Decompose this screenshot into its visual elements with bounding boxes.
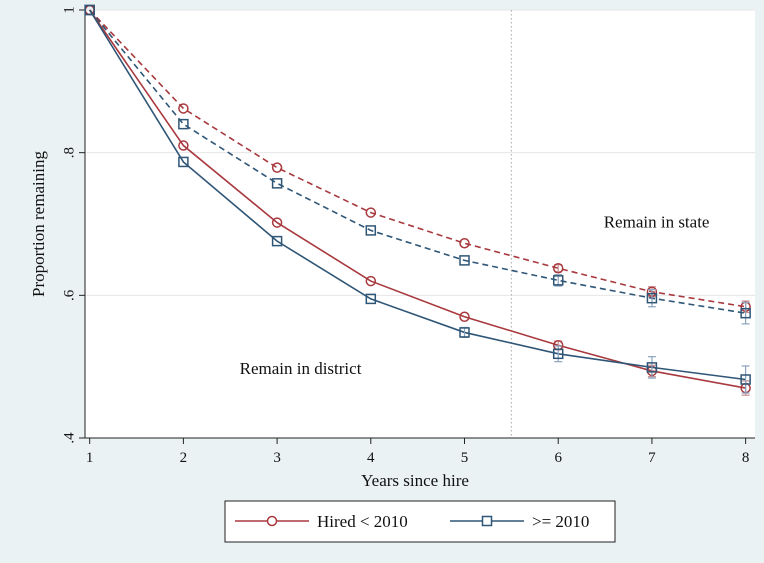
series-line [89,9,746,314]
y-tick-label: 1 [61,6,77,14]
data-point-square [459,255,470,266]
data-point-square [646,362,658,373]
legend-marker-square [481,515,493,527]
x-tick-label: 1 [86,450,94,466]
data-point-circle [271,217,283,228]
data-point-circle [459,311,470,322]
data-point-square [365,293,377,305]
annotation-label: Remain in state [604,213,710,232]
data-point-square [646,292,658,304]
data-point-square [552,275,564,286]
y-tick-label: .8 [61,147,77,158]
data-point-circle [365,275,377,287]
data-point-circle [365,207,377,218]
legend: Hired < 2010 >= 2010 [224,500,616,543]
data-point-square [740,374,751,385]
x-tick-label: 6 [554,450,562,466]
y-tick-label: .4 [61,432,77,444]
series-layer [84,4,751,396]
data-point-square [271,235,283,247]
annotation-label: Remain in district [240,359,362,378]
legend-marker-circle [266,515,278,527]
data-point-square [740,307,751,319]
data-point-square [178,118,189,130]
x-tick-label: 4 [367,450,375,466]
legend-label: Hired < 2010 [317,512,408,531]
axes: .4 .6 .8 1 1 2 3 4 5 6 7 8 Years since hire Proportio… [29,6,755,490]
data-point-circle [271,162,283,173]
data-point-square [178,156,189,168]
data-point-square [84,4,95,16]
series-district-hired-2010-or-later [84,4,751,394]
x-tick-label: 7 [648,450,656,466]
annotations: Remain in state Remain in district [240,213,710,378]
data-point-square [365,225,377,236]
data-point-circle [178,140,189,151]
x-tick-label: 2 [180,450,188,466]
series-line [89,9,746,308]
data-point-circle [178,103,189,114]
y-axis-title: Proportion remaining [29,151,48,297]
series-line [89,9,746,389]
y-tick-label: .6 [61,289,77,301]
data-point-square [271,178,283,189]
legend-entry: Hired < 2010 [235,512,408,531]
legend-entry: >= 2010 [450,512,589,531]
x-tick-label: 8 [742,450,750,466]
data-point-square [459,327,470,338]
legend-label: >= 2010 [532,512,589,531]
x-axis-title: Years since hire [361,471,469,490]
data-point-circle [459,238,470,249]
data-point-square [552,348,564,360]
x-tick-label: 3 [273,450,281,466]
series-state-hired-2010-or-later [84,4,751,325]
series-line [89,9,746,381]
x-tick-label: 5 [461,450,469,466]
data-point-circle [552,262,564,274]
